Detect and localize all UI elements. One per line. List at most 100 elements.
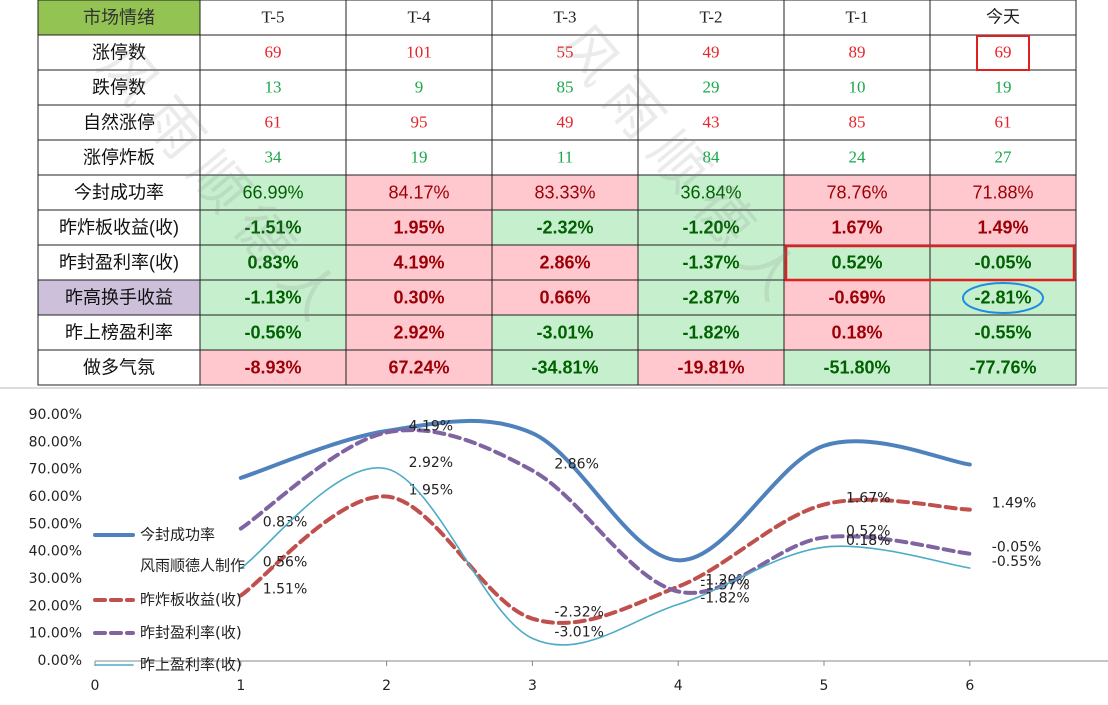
data-label: 0.18% [846, 533, 890, 549]
cell [491, 349, 639, 386]
data-label: 1.49% [992, 496, 1036, 512]
y-tick-label: 90.00% [29, 407, 82, 423]
cell-value: -0.55% [974, 322, 1031, 342]
cell [491, 104, 639, 141]
cell [637, 174, 785, 211]
y-tick-label: 40.00% [29, 544, 82, 560]
cell-value: -1.20% [682, 217, 739, 237]
cell [783, 104, 931, 141]
legend-label: 昨炸板收益(收) [140, 591, 242, 609]
cell-value: 66.99% [242, 182, 303, 202]
data-label: -0.05% [992, 540, 1042, 556]
data-label: 1.67% [846, 491, 890, 507]
legend-label: 昨封盈利率(收) [140, 624, 242, 642]
cell [491, 209, 639, 246]
cell-value: 0.18% [831, 322, 882, 342]
cell-value: 27 [995, 147, 1013, 166]
cell-value: 78.76% [826, 182, 887, 202]
data-label: 1.51% [263, 581, 307, 597]
cell [929, 174, 1077, 211]
cell-value: 1.67% [831, 217, 882, 237]
cell [491, 34, 639, 71]
cell [345, 0, 493, 36]
highlight-box [784, 244, 1076, 282]
cell [637, 0, 785, 36]
cell [37, 209, 201, 246]
row-label: 涨停炸板 [83, 147, 155, 167]
cell-value: -19.81% [677, 357, 744, 377]
cell-value: 10 [849, 77, 866, 96]
cell-value: -1.82% [682, 322, 739, 342]
header-cell: T-3 [554, 7, 577, 26]
header-cell: T-2 [700, 7, 723, 26]
cell [37, 349, 201, 386]
cell-value: -0.56% [244, 322, 301, 342]
cell-value: 0.30% [393, 287, 444, 307]
cell-value: 89 [849, 42, 866, 61]
cell-value: -77.76% [969, 357, 1036, 377]
cell-value: 4.19% [393, 252, 444, 272]
y-tick-label: 50.00% [29, 516, 82, 532]
cell [929, 139, 1077, 176]
cell [783, 314, 931, 351]
cell-value: 71.88% [972, 182, 1033, 202]
cell-value: -1.13% [244, 287, 301, 307]
row-label: 跌停数 [92, 77, 146, 97]
y-tick-label: 30.00% [29, 571, 82, 587]
cell-value: 69 [995, 42, 1012, 61]
cell-value: -2.32% [536, 217, 593, 237]
cell-value: 69 [265, 42, 282, 61]
cell [783, 69, 931, 106]
cell-value: 55 [557, 42, 574, 61]
cell [199, 104, 347, 141]
cell [491, 244, 639, 281]
cell [37, 174, 201, 211]
data-label: 2.92% [409, 455, 453, 471]
cell [345, 349, 493, 386]
data-label: 0.56% [263, 554, 307, 570]
cell-value: 83.33% [534, 182, 595, 202]
x-tick-label: 1 [236, 678, 245, 694]
cell [199, 34, 347, 71]
cell-value: -0.05% [974, 252, 1031, 272]
y-tick-label: 80.00% [29, 434, 82, 450]
cell [199, 244, 347, 281]
cell-value: -34.81% [531, 357, 598, 377]
cell-value: 101 [406, 42, 432, 61]
cell [491, 314, 639, 351]
x-tick-label: 4 [674, 678, 683, 694]
header-cell: 市场情绪 [83, 7, 155, 27]
cell-value: -3.01% [536, 322, 593, 342]
cell-value: -1.37% [682, 252, 739, 272]
legend-label: 今封成功率 [140, 526, 215, 544]
highlight-ellipse [962, 282, 1044, 314]
row-label: 昨上榜盈利率 [65, 322, 173, 342]
cell-value: 29 [703, 77, 720, 96]
cell [199, 209, 347, 246]
cell-value: 67.24% [388, 357, 449, 377]
x-tick-label: 5 [820, 678, 829, 694]
cell [345, 209, 493, 246]
cell [783, 34, 931, 71]
data-label: 0.52% [846, 523, 890, 539]
data-label: -1.82% [700, 590, 750, 606]
cell-value: 13 [265, 77, 282, 96]
cell-value: -2.87% [682, 287, 739, 307]
cell [199, 349, 347, 386]
cell-value: 85 [849, 112, 866, 131]
cell [929, 209, 1077, 246]
data-label: 2.86% [554, 456, 598, 472]
cell [783, 174, 931, 211]
cell [929, 104, 1077, 141]
cell [345, 279, 493, 316]
cell-value: 85 [557, 77, 574, 96]
series-line [240, 467, 971, 646]
cell-value: 19 [995, 77, 1012, 96]
cell-value: 0.66% [539, 287, 590, 307]
cell-value: 2.86% [539, 252, 590, 272]
y-tick-label: 0.00% [38, 653, 82, 669]
cell [345, 104, 493, 141]
